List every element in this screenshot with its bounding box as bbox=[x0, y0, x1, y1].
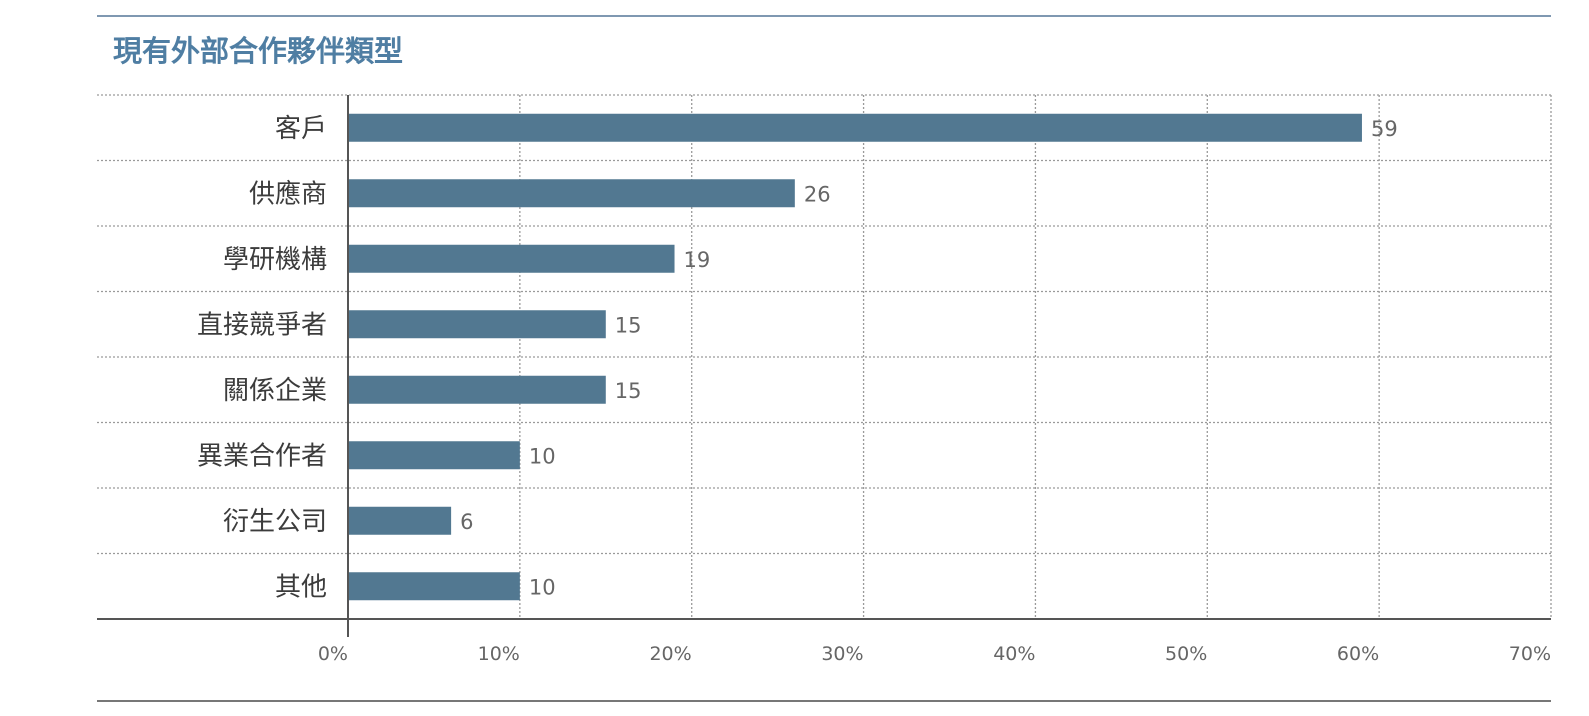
bar bbox=[348, 507, 451, 535]
category-label: 學研機構 bbox=[223, 245, 327, 275]
x-tick-label: 70% bbox=[1509, 643, 1551, 665]
x-tick-label: 40% bbox=[993, 643, 1035, 665]
chart-title: 現有外部合作夥伴類型 bbox=[113, 34, 403, 68]
category-label: 異業合作者 bbox=[197, 441, 327, 471]
value-label: 10 bbox=[529, 444, 556, 468]
bar bbox=[348, 376, 606, 404]
category-labels: 客戶供應商學研機構直接競爭者關係企業異業合作者衍生公司其他 bbox=[197, 114, 327, 603]
category-label: 供應商 bbox=[249, 179, 327, 209]
bar bbox=[348, 245, 675, 273]
bar bbox=[348, 114, 1362, 142]
x-tick-label: 20% bbox=[649, 643, 691, 665]
bar bbox=[348, 572, 520, 600]
x-tick-label: 0% bbox=[318, 643, 348, 665]
value-label: 15 bbox=[615, 379, 642, 403]
bar bbox=[348, 310, 606, 338]
value-label: 6 bbox=[460, 510, 473, 534]
category-label: 客戶 bbox=[275, 114, 327, 144]
x-tick-label: 60% bbox=[1337, 643, 1379, 665]
x-tick-label: 10% bbox=[478, 643, 520, 665]
x-tick-labels: 0% 10% 20% 30% 40% 50% 60% 70% bbox=[318, 643, 1551, 665]
value-label: 26 bbox=[804, 182, 831, 206]
category-label: 關係企業 bbox=[223, 376, 327, 406]
value-label: 59 bbox=[1371, 117, 1398, 141]
category-label: 直接競爭者 bbox=[197, 310, 327, 340]
axes bbox=[97, 95, 1551, 637]
value-label: 19 bbox=[684, 248, 711, 272]
category-label: 其他 bbox=[275, 572, 327, 602]
value-label: 10 bbox=[529, 575, 556, 599]
x-tick-label: 50% bbox=[1165, 643, 1207, 665]
value-label: 15 bbox=[615, 313, 642, 337]
grid-lines bbox=[97, 95, 1551, 619]
bar bbox=[348, 179, 795, 207]
bar bbox=[348, 441, 520, 469]
category-label: 衍生公司 bbox=[223, 507, 327, 537]
x-tick-label: 30% bbox=[821, 643, 863, 665]
